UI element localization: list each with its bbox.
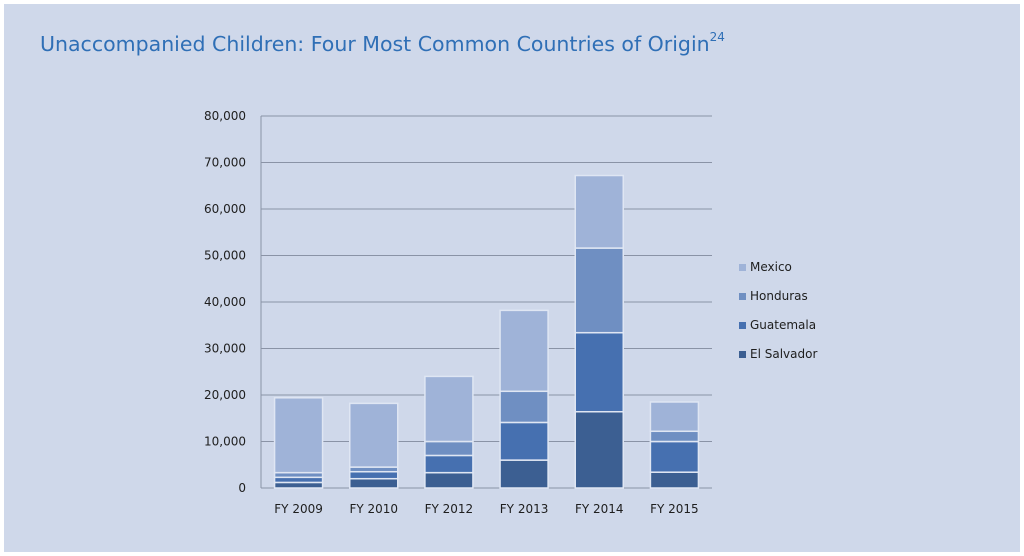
- x-tick-label: FY 2010: [349, 502, 398, 516]
- bar-segment-el-salvador: [574, 410, 624, 489]
- chart-title: Unaccompanied Children: Four Most Common…: [40, 30, 725, 56]
- legend-label: Guatemala: [750, 318, 816, 332]
- bar-segment-honduras: [424, 440, 474, 457]
- y-tick-label: 50,000: [204, 249, 246, 263]
- legend-swatch: [739, 264, 746, 271]
- bar-segment-el-salvador: [273, 481, 324, 489]
- bar-segment-mexico: [273, 397, 324, 474]
- bar-segment-guatemala: [499, 421, 549, 461]
- legend-label: El Salvador: [750, 347, 817, 361]
- y-tick-label: 40,000: [204, 295, 246, 309]
- bar-segment-el-salvador: [499, 459, 549, 489]
- y-tick-label: 10,000: [204, 435, 246, 449]
- y-tick-label: 30,000: [204, 342, 246, 356]
- legend: Mexico Honduras Guatemala El Salvador: [739, 260, 817, 361]
- x-tick-label: FY 2015: [650, 502, 699, 516]
- bar-segment-honduras: [499, 390, 549, 424]
- bar-segment-mexico: [649, 401, 700, 433]
- y-tick-label: 70,000: [204, 156, 246, 170]
- legend-swatch: [739, 293, 746, 300]
- bars: [273, 174, 700, 489]
- bar-segment-honduras: [649, 430, 700, 443]
- legend-label: Honduras: [750, 289, 808, 303]
- gridlines: [261, 115, 712, 489]
- bar-segment-el-salvador: [424, 471, 474, 489]
- legend-swatch: [739, 351, 746, 358]
- legend-label: Mexico: [750, 260, 792, 274]
- bar-segment-mexico: [424, 375, 474, 443]
- y-tick-label: 20,000: [204, 388, 246, 402]
- y-axis: 0 10,000 20,000 30,000 40,000 50,000 60,000 70,…: [204, 109, 262, 495]
- bar-segment-mexico: [574, 174, 624, 249]
- bar-segment-guatemala: [424, 454, 474, 474]
- bar-segment-guatemala: [574, 331, 624, 413]
- y-tick-label: 80,000: [204, 109, 246, 123]
- x-tick-label: FY 2009: [274, 502, 323, 516]
- x-tick-label: FY 2014: [575, 502, 624, 516]
- title-footnote: 24: [709, 30, 725, 45]
- bar-segment-el-salvador: [349, 477, 399, 489]
- x-tick-label: FY 2012: [425, 502, 474, 516]
- legend-swatch: [739, 322, 746, 329]
- y-tick-label: 60,000: [204, 202, 246, 216]
- bar-segment-guatemala: [273, 476, 324, 484]
- y-tick-label: 0: [238, 481, 246, 495]
- x-axis: FY 2009 FY 2010 FY 2012 FY 2013 FY 2014 FY 20…: [274, 502, 698, 516]
- bar-segment-el-salvador: [649, 471, 700, 489]
- bar-segment-mexico: [499, 309, 549, 393]
- bar-segment-guatemala: [349, 470, 399, 480]
- bar-segment-mexico: [349, 402, 399, 468]
- bar-segment-guatemala: [649, 440, 700, 473]
- chart-title-text: Unaccompanied Children: Four Most Common…: [40, 32, 710, 56]
- bar-segment-honduras: [574, 247, 624, 334]
- x-tick-label: FY 2013: [500, 502, 549, 516]
